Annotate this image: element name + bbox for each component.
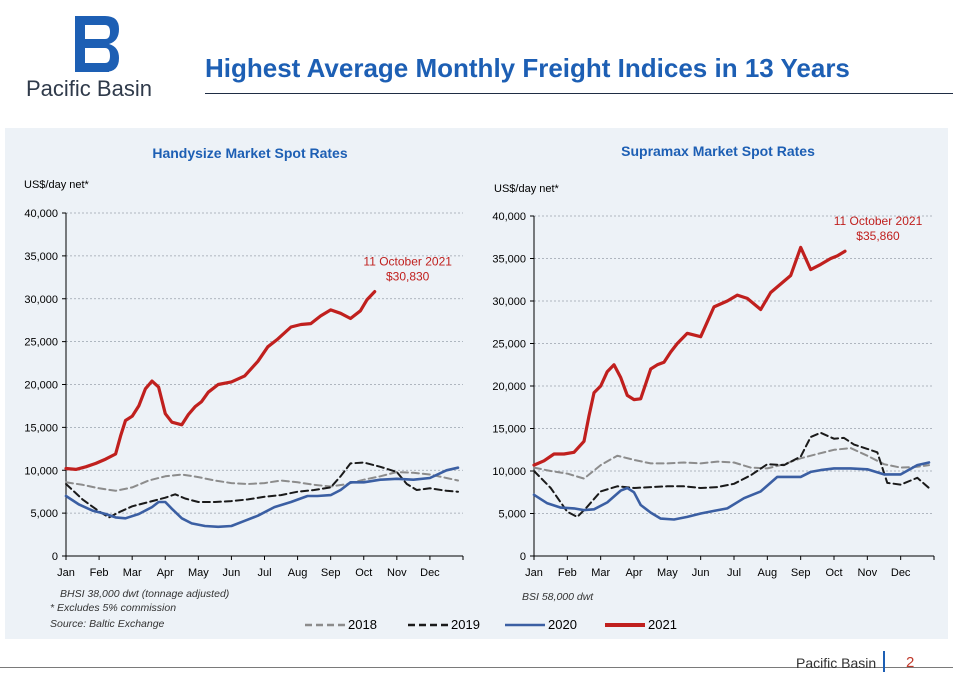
handysize-annotation-date: 11 October 2021 (363, 255, 452, 269)
handysize-x-tick-label: Jul (257, 567, 271, 579)
handysize-annotation-value: $30,830 (386, 270, 430, 284)
title-rule (205, 93, 953, 94)
company-logo: Pacific Basin (22, 14, 182, 104)
handysize-x-tick-label: Nov (387, 567, 407, 579)
handysize-series-2019-line (65, 461, 459, 519)
supramax-y-tick-label: 40,000 (492, 211, 526, 223)
supramax-y-tick-label: 20,000 (492, 381, 526, 393)
legend-label-2019: 2019 (451, 617, 480, 632)
footnote-left-2: * Excludes 5% commission (50, 602, 176, 614)
handysize-x-tick-label: Oct (355, 567, 372, 579)
supramax-x-tick-label: Jul (727, 567, 741, 579)
handysize-x-tick-label: Feb (90, 567, 109, 579)
footer-rule (0, 667, 953, 668)
legend-label-2021: 2021 (648, 617, 677, 632)
handysize-y-tick-label: 0 (52, 551, 58, 563)
handysize-x-tick-label: Dec (420, 567, 440, 579)
supramax-y-axis-label: US$/day net* (494, 183, 560, 195)
handysize-series-2021-line (64, 290, 377, 471)
supramax-annotation-value: $35,860 (856, 229, 900, 243)
handysize-y-tick-label: 25,000 (24, 337, 58, 349)
handysize-x-tick-label: Sep (321, 567, 341, 579)
supramax-x-tick-label: Jun (692, 567, 710, 579)
handysize-y-tick-label: 10,000 (24, 465, 58, 477)
supramax-series-2020-line (532, 461, 931, 521)
handysize-x-tick-label: Aug (288, 567, 308, 579)
legend-label-2020: 2020 (548, 617, 577, 632)
footnote-right: BSI 58,000 dwt (522, 591, 594, 603)
handysize-x-tick-label: Jan (57, 567, 75, 579)
footer-brand: Pacific Basin (796, 655, 877, 671)
footnote-left-1: BHSI 38,000 dwt (tonnage adjusted) (60, 588, 229, 600)
supramax-y-tick-label: 30,000 (492, 296, 526, 308)
supramax-series-2018-line (533, 447, 930, 480)
supramax-y-tick-label: 35,000 (492, 254, 526, 266)
supramax-x-tick-label: Mar (591, 567, 610, 579)
legend-label-2018: 2018 (348, 617, 377, 632)
supramax-series-2021-line (532, 245, 847, 467)
supramax-annotation-date: 11 October 2021 (834, 214, 923, 228)
handysize-series-2018-line (65, 471, 459, 492)
supramax-x-tick-label: Jan (525, 567, 543, 579)
supramax-x-tick-label: Oct (825, 567, 842, 579)
supramax-x-tick-label: Aug (758, 567, 778, 579)
handysize-x-tick-label: May (188, 567, 209, 579)
handysize-x-tick-label: Apr (157, 567, 174, 579)
handysize-y-tick-label: 35,000 (24, 251, 58, 263)
handysize-y-tick-label: 5,000 (30, 508, 58, 520)
supramax-y-tick-label: 0 (520, 551, 526, 563)
footer-separator (883, 651, 885, 672)
handysize-series-2020-line (64, 466, 460, 529)
supramax-x-tick-label: Sep (791, 567, 811, 579)
supramax-series-2019-line (533, 431, 930, 518)
supramax-x-tick-label: Feb (558, 567, 577, 579)
handysize-y-tick-label: 40,000 (24, 208, 58, 220)
supramax-y-tick-label: 25,000 (492, 339, 526, 351)
supramax-chart-title: Supramax Market Spot Rates (621, 143, 815, 159)
supramax-y-tick-label: 10,000 (492, 466, 526, 478)
handysize-x-tick-label: Jun (223, 567, 241, 579)
footnote-left-3: Source: Baltic Exchange (50, 618, 165, 630)
pacific-basin-logo-icon (75, 16, 119, 72)
handysize-y-axis-label: US$/day net* (24, 179, 90, 191)
supramax-x-tick-label: Apr (625, 567, 642, 579)
supramax-x-tick-label: May (657, 567, 678, 579)
handysize-y-tick-label: 20,000 (24, 380, 58, 392)
supramax-y-tick-label: 5,000 (498, 509, 526, 521)
handysize-y-tick-label: 15,000 (24, 422, 58, 434)
logo-text: Pacific Basin (26, 76, 152, 101)
handysize-y-tick-label: 30,000 (24, 294, 58, 306)
supramax-x-tick-label: Dec (891, 567, 911, 579)
supramax-x-tick-label: Nov (858, 567, 878, 579)
handysize-chart-title: Handysize Market Spot Rates (152, 145, 347, 161)
page-title: Highest Average Monthly Freight Indices … (205, 53, 850, 83)
page-number: 2 (906, 654, 915, 671)
supramax-y-tick-label: 15,000 (492, 424, 526, 436)
handysize-x-tick-label: Mar (123, 567, 142, 579)
